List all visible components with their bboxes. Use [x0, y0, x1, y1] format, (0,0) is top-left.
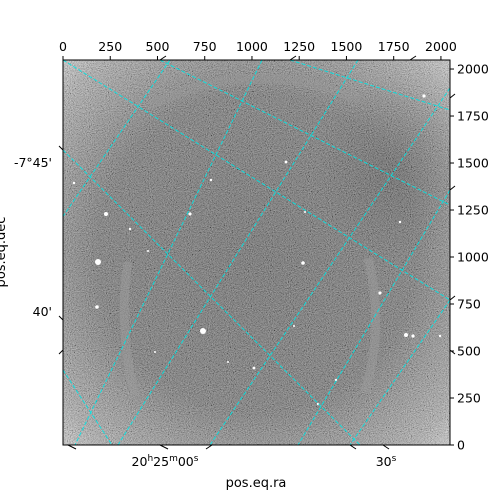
x-pixel-tick-label-2: 500 [146, 39, 170, 54]
x-pixel-tick-label-3: 750 [193, 39, 217, 54]
star-16 [398, 220, 402, 224]
wcs-tick-10 [409, 55, 417, 61]
star-20 [227, 361, 229, 363]
star-2 [200, 328, 206, 334]
y-pixel-tick-label-2: 500 [457, 344, 481, 359]
wcs-tick-12 [449, 185, 456, 191]
wcs-grid-line-7 [63, 60, 450, 301]
star-10 [284, 160, 288, 164]
wcs-tick-5 [205, 444, 213, 450]
x-pixel-tick-label-5: 1250 [283, 39, 315, 54]
star-4 [301, 261, 305, 265]
wcs-tick-6 [349, 444, 357, 450]
y-pixel-tick-label-8: 2000 [457, 62, 489, 77]
wcs-tick-3 [67, 444, 77, 450]
wcs-grid-line-5 [349, 299, 450, 445]
wcs-tick-0 [58, 145, 64, 151]
y-pixel-tick-label-4: 1000 [457, 250, 489, 265]
y-pixel-tick-label-0: 0 [457, 438, 465, 453]
wcs-tick-8 [159, 55, 167, 61]
star-14 [334, 378, 338, 382]
star-12 [252, 366, 256, 370]
star-17 [72, 181, 76, 185]
star-0 [95, 259, 101, 265]
star-11 [209, 178, 213, 182]
dec-tick-label-1: 40' [33, 304, 52, 319]
x-pixel-tick-label-1: 250 [98, 39, 122, 54]
dec-tick-label-0: -7°45' [14, 155, 52, 170]
wcs-tick-2 [58, 349, 64, 355]
coordinate-grid [63, 60, 450, 445]
star-3 [188, 212, 192, 216]
star-15 [316, 402, 320, 406]
wcs-tick-7 [382, 444, 390, 450]
wcs-grid-line-4 [297, 189, 450, 445]
ra-tick-label-0: 20h25m00s [132, 454, 199, 469]
y-axis-title: pos.eq.dec [0, 217, 9, 288]
ra-tick-label-1: 30s [376, 454, 397, 469]
star-6 [404, 333, 408, 337]
x-pixel-tick-label-6: 1500 [331, 39, 363, 54]
star-9 [422, 94, 426, 98]
y-pixel-tick-label-7: 1750 [457, 109, 489, 124]
plot-frame [62, 59, 451, 446]
wcs-tick-13 [449, 295, 456, 301]
star-13 [128, 227, 132, 231]
x-pixel-tick-label-7: 1750 [378, 39, 410, 54]
wcs-tick-11 [449, 93, 456, 99]
wcs-grid-line-8 [159, 60, 450, 206]
x-pixel-tick-label-8: 2000 [425, 39, 457, 54]
star-21 [293, 325, 295, 327]
sky-image [63, 60, 450, 445]
wcs-tick-9 [289, 55, 297, 61]
y-pixel-tick-label-3: 750 [457, 297, 481, 312]
y-pixel-tick-label-6: 1500 [457, 156, 489, 171]
wcs-grid-line-9 [289, 60, 450, 111]
star-1 [104, 212, 108, 216]
star-18 [147, 250, 149, 252]
x-pixel-tick-label-0: 0 [59, 39, 67, 54]
wcs-grid-line-10 [63, 369, 113, 445]
axis-ticks: 0 250 500 750 1000 1250 1500 1750 2000 0 250 500 750… [14, 39, 489, 469]
star-19 [438, 334, 442, 338]
x-axis-title: pos.eq.ra [226, 476, 287, 491]
wcs-grid-line-1 [74, 60, 263, 445]
star-8 [378, 291, 382, 295]
star-5 [95, 305, 99, 309]
wcs-grid-line-0 [63, 60, 171, 218]
star-23 [154, 351, 156, 353]
y-pixel-tick-label-5: 1250 [457, 203, 489, 218]
y-pixel-tick-label-1: 250 [457, 391, 481, 406]
x-pixel-tick-label-4: 1000 [236, 39, 268, 54]
wcs-tick-14 [449, 349, 456, 355]
star-7 [411, 334, 415, 338]
wcs-grid-line-6 [63, 149, 361, 445]
wcs-tick-1 [58, 315, 64, 321]
wcs-tick-4 [159, 444, 169, 450]
star-22 [304, 211, 306, 213]
wcs-grid-line-2 [117, 60, 359, 445]
